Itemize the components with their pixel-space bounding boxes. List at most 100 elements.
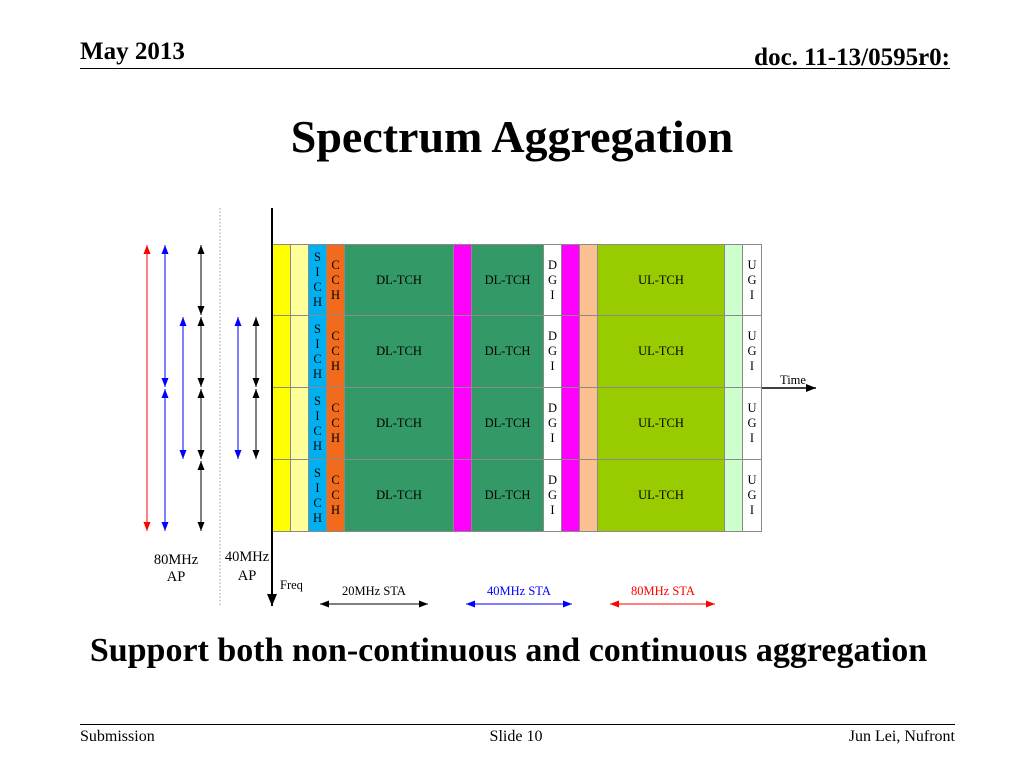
blank-slot	[454, 244, 472, 316]
ul-tch-label: UL-TCH	[638, 272, 684, 287]
dl-tch-label: DL-TCH	[376, 272, 422, 287]
blank-slot	[725, 316, 743, 388]
footer-author: Jun Lei, Nufront	[848, 728, 955, 745]
ul-tch-slot: UL-TCH	[598, 316, 725, 388]
ap-40mhz-bandwidth: 40MHz	[224, 549, 270, 565]
blank-slot	[580, 244, 598, 316]
dl-tch-slot: DL-TCH	[345, 316, 454, 388]
blank-slot	[273, 460, 291, 532]
legend-20mhz-sta-label: 20MHz STA	[342, 584, 406, 598]
subchannel-row: S I C H C C H DL-TCH DL-TCH D G I UL-TCH U G I	[273, 244, 762, 316]
ap-80mhz-ap-text: AP	[166, 569, 186, 585]
dl-tch-slot: DL-TCH	[472, 460, 544, 532]
ul-tch-slot: UL-TCH	[598, 244, 725, 316]
blank-slot	[291, 388, 309, 460]
ul-tch-slot: UL-TCH	[598, 388, 725, 460]
ul-tch-slot: UL-TCH	[598, 460, 725, 532]
time-axis-label: Time	[780, 373, 806, 387]
blank-slot	[562, 388, 580, 460]
footer-submission: Submission	[80, 728, 155, 745]
subchannel-row: S I C H C C H DL-TCH DL-TCH D G I UL-TCH U G I	[273, 388, 762, 460]
blank-slot	[725, 388, 743, 460]
ap-40mhz-ap-text: AP	[237, 568, 257, 584]
ap-40mhz-label: 40MHz AP	[207, 548, 287, 586]
header-divider	[80, 68, 950, 69]
freq-axis-label: Freq	[280, 578, 303, 592]
blank-slot	[580, 316, 598, 388]
dl-tch-label: DL-TCH	[376, 344, 422, 358]
dl-tch-slot: DL-TCH	[472, 388, 544, 460]
blank-slot	[291, 460, 309, 532]
blank-slot	[273, 316, 291, 388]
blank-slot	[454, 460, 472, 532]
header-doc-id: doc. 11-13/0595r0:	[754, 44, 950, 71]
dl-tch-label: DL-TCH	[484, 416, 531, 430]
dl-tch-slot: DL-TCH	[472, 316, 544, 388]
slide-title: Spectrum Aggregation	[290, 111, 734, 162]
dl-tch-slot: DL-TCH	[472, 244, 544, 316]
blank-slot	[562, 244, 580, 316]
ul-tch-label: UL-TCH	[638, 344, 684, 358]
blank-slot	[562, 316, 580, 388]
subchannel-row: S I C H C C H DL-TCH DL-TCH D G I UL-TCH U G I	[273, 460, 762, 532]
ul-tch-label: UL-TCH	[638, 488, 684, 502]
frame-structure-grid: S I C H C C H DL-TCH DL-TCH D G I UL-TCH U G I S I C H C C H DL…	[273, 244, 762, 532]
ap-40mhz-arrows	[234, 317, 260, 459]
blank-slot	[562, 460, 580, 532]
dl-tch-slot: DL-TCH	[345, 460, 454, 532]
blank-slot	[291, 316, 309, 388]
blank-slot	[580, 460, 598, 532]
dl-tch-slot: DL-TCH	[345, 388, 454, 460]
dl-tch-label: DL-TCH	[484, 344, 531, 358]
dl-tch-label: DL-TCH	[376, 416, 422, 430]
ap-80mhz-arrows	[143, 245, 205, 531]
legend-40mhz-sta-label: 40MHz STA	[487, 584, 551, 598]
legend-80mhz-sta-label: 80MHz STA	[631, 584, 695, 598]
dl-tch-label: DL-TCH	[484, 272, 531, 287]
footer-slide-number: Slide 10	[489, 728, 543, 745]
dl-tch-slot: DL-TCH	[345, 244, 454, 316]
subchannel-row: S I C H C C H DL-TCH DL-TCH D G I UL-TCH U G I	[273, 316, 762, 388]
ap-80mhz-label: 80MHz AP	[136, 552, 216, 586]
blank-slot	[291, 244, 309, 316]
header-date: May 2013	[80, 38, 185, 65]
dl-tch-label: DL-TCH	[376, 488, 422, 502]
blank-slot	[725, 460, 743, 532]
dl-tch-label: DL-TCH	[484, 488, 531, 502]
blank-slot	[580, 388, 598, 460]
ul-tch-label: UL-TCH	[638, 416, 684, 430]
blank-slot	[454, 316, 472, 388]
blank-slot	[273, 244, 291, 316]
